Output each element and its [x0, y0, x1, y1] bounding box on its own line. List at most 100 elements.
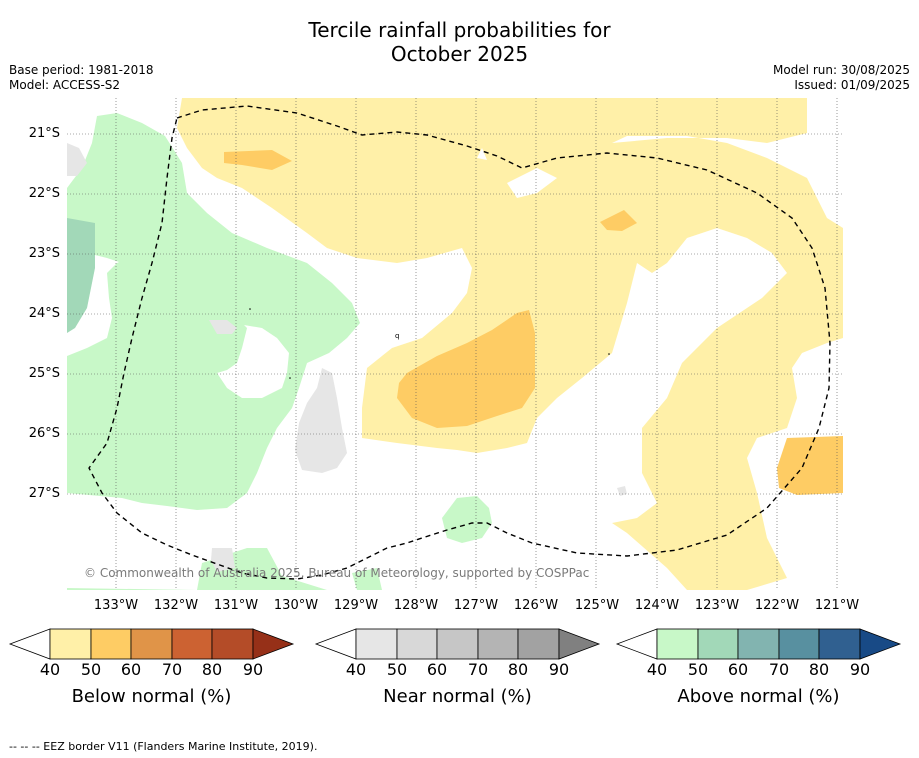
colorbar-tick: 90 — [548, 660, 570, 679]
colorbar-tick: 60 — [426, 660, 448, 679]
colorbar-near-swatch — [517, 628, 560, 660]
lon-gridlines — [115, 98, 838, 590]
lon-label: 129°W — [333, 598, 379, 613]
lon-label: 126°W — [513, 598, 559, 613]
colorbar-title-near: Near normal (%) — [383, 686, 532, 707]
colorbar-tick: 40 — [39, 660, 61, 679]
colorbar-below-swatch — [211, 628, 254, 660]
lat-gridlines — [67, 133, 843, 495]
island-mark-1: q — [395, 332, 399, 340]
lon-label: 125°W — [574, 598, 620, 613]
lon-label: 130°W — [273, 598, 319, 613]
lon-label: 128°W — [393, 598, 439, 613]
colorbar-near-swatch — [396, 628, 438, 660]
colorbar-below-swatch — [90, 628, 132, 660]
colorbars — [8, 628, 902, 660]
no-dominant-notch-3 — [477, 148, 487, 160]
colorbar-tick: 50 — [386, 660, 408, 679]
colorbar-tick: 80 — [201, 660, 223, 679]
colorbar-tick: 50 — [80, 660, 102, 679]
colorbar-above-normal — [615, 628, 902, 660]
lon-label: 122°W — [754, 598, 800, 613]
colorbar-below-normal — [8, 628, 295, 660]
eez-legend-note: -- -- -- EEZ border V11 (Flanders Marine… — [9, 740, 318, 753]
lon-label: 127°W — [453, 598, 499, 613]
colorbar-near-swatch — [355, 628, 398, 660]
colorbar-tick: 70 — [161, 660, 183, 679]
colorbar-tick: 60 — [120, 660, 142, 679]
colorbar-above-swatch — [697, 628, 739, 660]
above-normal-region-west — [67, 113, 360, 590]
lon-label: 131°W — [213, 598, 259, 613]
no-dominant-notch-2 — [612, 98, 843, 228]
colorbar-tick: 40 — [646, 660, 668, 679]
colorbar-title-below: Below normal (%) — [71, 686, 232, 707]
issued-date: Issued: 01/09/2025 — [794, 78, 910, 92]
lat-label: 24°S — [28, 306, 60, 321]
colorbar-near-swatch — [477, 628, 519, 660]
colorbar-below-swatch — [130, 628, 173, 660]
colorbar-title-above: Above normal (%) — [677, 686, 840, 707]
title-line-1: Tercile rainfall probabilities for — [308, 18, 611, 42]
colorbar-below-swatch — [49, 628, 92, 660]
below-normal-50-south — [397, 310, 535, 428]
colorbar-tick: 60 — [727, 660, 749, 679]
above-normal-50 — [67, 218, 95, 333]
lon-label: 124°W — [634, 598, 680, 613]
near-normal-region-5 — [617, 486, 627, 496]
lat-label: 21°S — [28, 126, 60, 141]
colorbar-tick: 70 — [768, 660, 790, 679]
colorbar-below-lower-triangle — [8, 628, 51, 660]
probability-map: q — [67, 98, 843, 590]
colorbar-tick: 80 — [808, 660, 830, 679]
near-normal-region-4 — [211, 548, 235, 572]
model-run: Model run: 30/08/2025 — [772, 63, 910, 77]
colorbar-tick: 50 — [687, 660, 709, 679]
above-normal-region-south — [442, 496, 492, 543]
copyright-text: © Commonwealth of Australia 2025, Bureau… — [84, 566, 590, 580]
map-panel: q — [67, 98, 843, 590]
below-normal-50-center — [600, 210, 637, 231]
colorbar-tick: 40 — [345, 660, 367, 679]
map-title: Tercile rainfall probabilities for Octob… — [0, 18, 919, 66]
lon-label: 133°W — [93, 598, 139, 613]
meta-left: Base period: 1981-2018 Model: ACCESS-S2 — [9, 63, 154, 93]
lat-label: 22°S — [28, 186, 60, 201]
eez-border — [88, 105, 831, 580]
colorbar-near-normal — [314, 628, 601, 660]
colorbar-tick: 90 — [849, 660, 871, 679]
no-dominant-notch-1 — [507, 168, 557, 198]
colorbar-near-swatch — [436, 628, 479, 660]
lat-label: 25°S — [28, 366, 60, 381]
colorbar-above-swatch — [818, 628, 861, 660]
lon-label: 132°W — [153, 598, 199, 613]
lat-label: 27°S — [28, 486, 60, 501]
near-normal-region-3 — [295, 368, 347, 473]
colorbar-below-swatch — [171, 628, 213, 660]
colorbar-above-upper-triangle — [859, 628, 902, 660]
title-line-2: October 2025 — [390, 42, 529, 66]
lat-label: 23°S — [28, 246, 60, 261]
colorbar-above-swatch — [778, 628, 820, 660]
colorbar-tick: 70 — [467, 660, 489, 679]
colorbar-above-lower-triangle — [615, 628, 658, 660]
near-normal-region-2 — [209, 320, 237, 334]
below-normal-50-north — [224, 150, 292, 170]
lat-label: 26°S — [28, 426, 60, 441]
below-normal-50-east — [777, 436, 843, 495]
lon-label: 121°W — [814, 598, 860, 613]
colorbar-tick: 80 — [507, 660, 529, 679]
meta-right: Model run: 30/08/2025 Issued: 01/09/2025 — [773, 63, 910, 93]
colorbar-below-upper-triangle — [252, 628, 295, 660]
colorbar-near-upper-triangle — [558, 628, 601, 660]
island-mark-3 — [289, 377, 291, 379]
colorbar-near-lower-triangle — [314, 628, 357, 660]
above-normal-region-southwest-strip — [352, 568, 382, 590]
island-mark-2 — [608, 353, 610, 355]
colorbar-tick: 90 — [242, 660, 264, 679]
lon-label: 123°W — [694, 598, 740, 613]
near-normal-region-1 — [67, 143, 87, 176]
colorbar-above-swatch — [656, 628, 699, 660]
base-period: Base period: 1981-2018 — [9, 63, 154, 77]
colorbar-above-swatch — [737, 628, 780, 660]
